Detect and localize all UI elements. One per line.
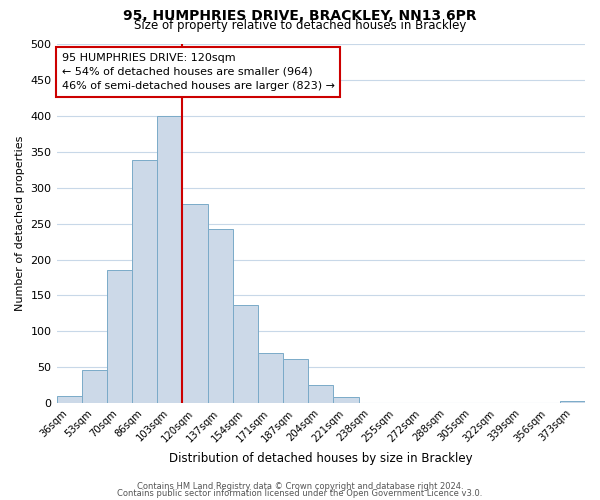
Bar [82,370,107,403]
Text: Size of property relative to detached houses in Brackley: Size of property relative to detached ho… [134,18,466,32]
Bar [258,353,283,403]
Bar [308,384,334,403]
Bar [560,401,585,403]
Bar [157,116,182,403]
Bar [283,358,308,403]
Text: Contains public sector information licensed under the Open Government Licence v3: Contains public sector information licen… [118,488,482,498]
Y-axis label: Number of detached properties: Number of detached properties [15,136,25,312]
Text: 95 HUMPHRIES DRIVE: 120sqm
← 54% of detached houses are smaller (964)
46% of sem: 95 HUMPHRIES DRIVE: 120sqm ← 54% of deta… [62,53,335,91]
Bar [208,230,233,403]
Bar [334,396,359,403]
X-axis label: Distribution of detached houses by size in Brackley: Distribution of detached houses by size … [169,452,473,465]
Text: 95, HUMPHRIES DRIVE, BRACKLEY, NN13 6PR: 95, HUMPHRIES DRIVE, BRACKLEY, NN13 6PR [123,9,477,23]
Bar [56,396,82,403]
Bar [182,204,208,403]
Bar [233,305,258,403]
Bar [107,270,132,403]
Text: Contains HM Land Registry data © Crown copyright and database right 2024.: Contains HM Land Registry data © Crown c… [137,482,463,491]
Bar [132,160,157,403]
